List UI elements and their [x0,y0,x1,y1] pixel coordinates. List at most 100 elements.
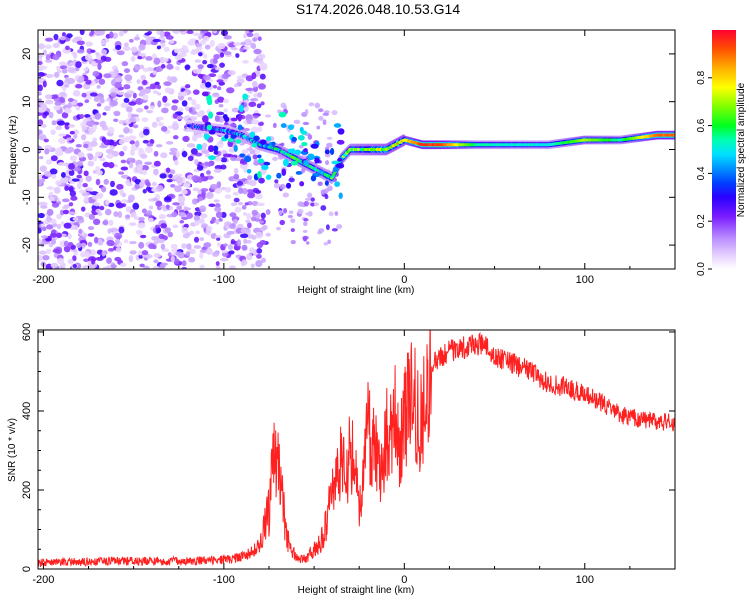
spectrogram-noise-speck [250,263,255,269]
spectrogram-noise-speck [165,167,171,173]
spectrogram-noise-speck [114,82,122,89]
spectrogram-noise-speck [42,254,50,261]
spectrogram-signal-blob [213,150,219,155]
spectrogram-signal-blob [281,168,287,176]
spectrogram-noise-speck [166,75,172,82]
spectrogram-noise-speck [176,205,183,211]
spectrogram-noise-speck [257,36,262,41]
spectrogram-noise-speck [167,125,173,129]
spectrogram-noise-speck [246,32,254,38]
spectrogram-noise-speck [92,155,98,162]
spectrogram-noise-speck [103,73,112,79]
spectrogram-noise-speck [108,31,114,39]
spectrogram-noise-speck [68,163,75,170]
spectrogram-noise-speck [106,257,112,264]
spectrogram-noise-speck [130,149,135,156]
spectrogram-noise-speck [179,219,185,224]
spectrogram-noise-speck [56,69,62,74]
spectrogram-noise-speck [243,102,248,108]
spectrogram-noise-speck [125,199,134,203]
spectrogram-noise-speck [200,213,208,219]
spectrogram-noise-speck [171,122,180,131]
spectrogram-noise-speck [172,135,179,140]
spectrogram-noise-speck [186,143,196,148]
spectrogram-noise-speck [123,42,129,48]
spectrogram-noise-speck [326,142,333,148]
spectrogram-noise-speck [153,150,159,157]
spectrogram-noise-speck [240,228,249,234]
spectrogram-noise-speck [77,102,84,107]
spectrogram-noise-speck [152,90,159,94]
spectrogram-signal-blob [336,139,345,145]
spectrogram-noise-speck [97,63,102,71]
spectrogram-noise-speck [38,71,45,77]
spectrogram-noise-speck [334,211,339,216]
spectrogram-noise-speck [249,247,256,254]
spectrogram-noise-speck [198,52,203,57]
spectrogram-noise-speck [190,148,198,155]
spectrogram-noise-speck [172,224,179,229]
spectrogram-noise-speck [53,186,61,194]
spectrogram-noise-speck [208,203,216,208]
spectrogram-noise-speck [94,151,103,157]
spectrogram-noise-speck [95,178,101,186]
spectrogram-noise-speck [104,208,112,216]
spectrogram-x-ticks: -200 -100 0 100 [32,30,676,286]
spectrogram-noise-speck [56,213,63,220]
spectrogram-signal-blob [295,170,302,175]
spectrogram-noise-speck [143,105,149,110]
spectrogram-noise-speck [95,256,104,261]
spectrogram-noise-speck [234,206,242,213]
spectrogram-signal-blob [196,143,203,151]
spectrogram-noise-speck [118,139,125,145]
spectrogram-noise-speck [111,150,119,157]
spectrogram-noise-speck [215,67,221,71]
spectrogram-noise-speck [87,226,95,231]
spectrogram-noise-speck [258,220,264,224]
spectrogram-noise-speck [120,174,129,179]
spectrogram-noise-speck [246,189,255,193]
spectrogram-noise-speck [73,129,79,136]
colorbar-ticks: 0.0 0.2 0.4 0.6 0.8 [696,70,712,276]
spectrogram-noise-speck [64,148,73,154]
spectrogram-noise-speck [302,229,308,233]
colorbar: 0.0 0.2 0.4 0.6 0.8 Normalized spectral ampl… [696,30,747,276]
spectrogram-noise-speck [203,53,208,59]
spectrogram-noise-speck [324,153,331,158]
spectrogram-noise-speck [75,84,83,89]
spectrogram-noise-speck [199,205,207,213]
spectrogram-noise-speck [112,97,119,102]
spectrogram-noise-speck [44,44,52,49]
spectrogram-noise-speck [55,147,63,154]
spectrogram-noise-speck [55,125,62,131]
spectrogram-noise-speck [224,186,232,193]
spectrogram-noise-speck [45,54,51,61]
spectrogram-noise-speck [68,211,76,215]
spectrogram-noise-speck [172,202,181,206]
spectrogram-noise-speck [175,176,183,184]
spectrogram-noise-speck [144,146,153,154]
spectrogram-noise-speck [252,154,258,160]
spectrogram-noise-speck [80,206,86,212]
spectrogram-noise-speck [213,199,220,203]
spectrogram-signal-blob [301,141,308,147]
spectrogram-noise-speck [111,89,120,93]
spectrogram-noise-speck [85,41,93,47]
spectrogram-noise-speck [251,200,259,207]
spectrogram-noise-speck [250,42,256,49]
spectrogram-noise-speck [50,262,59,268]
snr-x-ticks: -200 -100 0 100 [32,330,676,586]
spectrogram-y-tick-label: -10 [21,189,33,205]
spectrogram-noise-speck [251,126,259,134]
spectrogram-noise-speck [123,97,130,103]
spectrogram-noise-speck [223,35,232,40]
spectrogram-noise-speck [260,257,267,263]
spectrogram-signal-blob [212,145,219,152]
spectrogram-noise-speck [88,213,96,220]
spectrogram-noise-speck [122,30,128,34]
spectrogram-noise-speck [326,136,333,140]
spectrogram-noise-speck [38,61,43,66]
spectrogram-signal-blob [230,117,238,122]
spectrogram-noise-speck [239,47,244,52]
spectrogram-y-label: Frequency (Hz) [8,116,19,185]
